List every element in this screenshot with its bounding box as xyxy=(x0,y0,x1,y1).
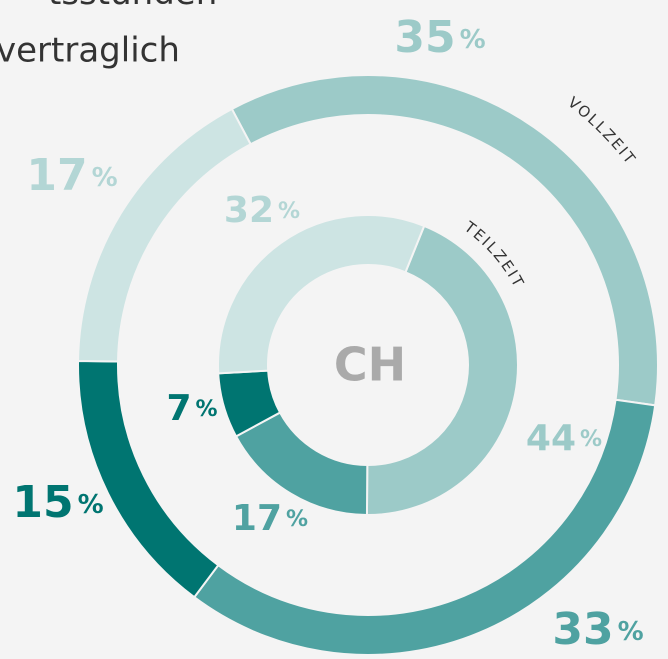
percent-label: 35% xyxy=(394,12,485,63)
donut-segment xyxy=(77,107,252,363)
percent-value: 32 xyxy=(224,190,274,231)
percent-unit: % xyxy=(286,507,308,532)
donut-segment xyxy=(365,224,519,516)
percent-unit: % xyxy=(196,397,218,422)
percent-unit: % xyxy=(78,490,104,520)
text-line: vertraglich xyxy=(0,31,180,71)
percent-value: 35 xyxy=(394,12,455,63)
percent-value: 17 xyxy=(26,150,87,201)
ring-name: VOLLZEIT xyxy=(564,93,639,168)
ring-name-path: VOLLZEIT xyxy=(564,93,637,168)
percent-value: 7 xyxy=(166,388,191,429)
center-label: CH xyxy=(334,338,406,392)
percent-label: 44% xyxy=(526,418,602,459)
percent-value: 15 xyxy=(12,477,73,528)
percent-label: 15% xyxy=(12,477,103,528)
percent-label: 7% xyxy=(166,388,217,429)
percent-label: 17% xyxy=(26,150,117,201)
percent-value: 33 xyxy=(552,604,613,655)
text-line: tsstunden xyxy=(48,0,217,13)
percent-label: 32% xyxy=(224,190,300,231)
donut-segment xyxy=(217,214,426,375)
percent-value: 44 xyxy=(526,418,576,459)
percent-unit: % xyxy=(580,427,602,452)
percent-label: 33% xyxy=(552,604,643,655)
percent-value: 17 xyxy=(232,498,282,539)
percent-label: 17% xyxy=(232,498,308,539)
percent-unit: % xyxy=(618,617,644,647)
percent-unit: % xyxy=(460,25,486,55)
percent-unit: % xyxy=(92,163,118,193)
percent-unit: % xyxy=(278,199,300,224)
